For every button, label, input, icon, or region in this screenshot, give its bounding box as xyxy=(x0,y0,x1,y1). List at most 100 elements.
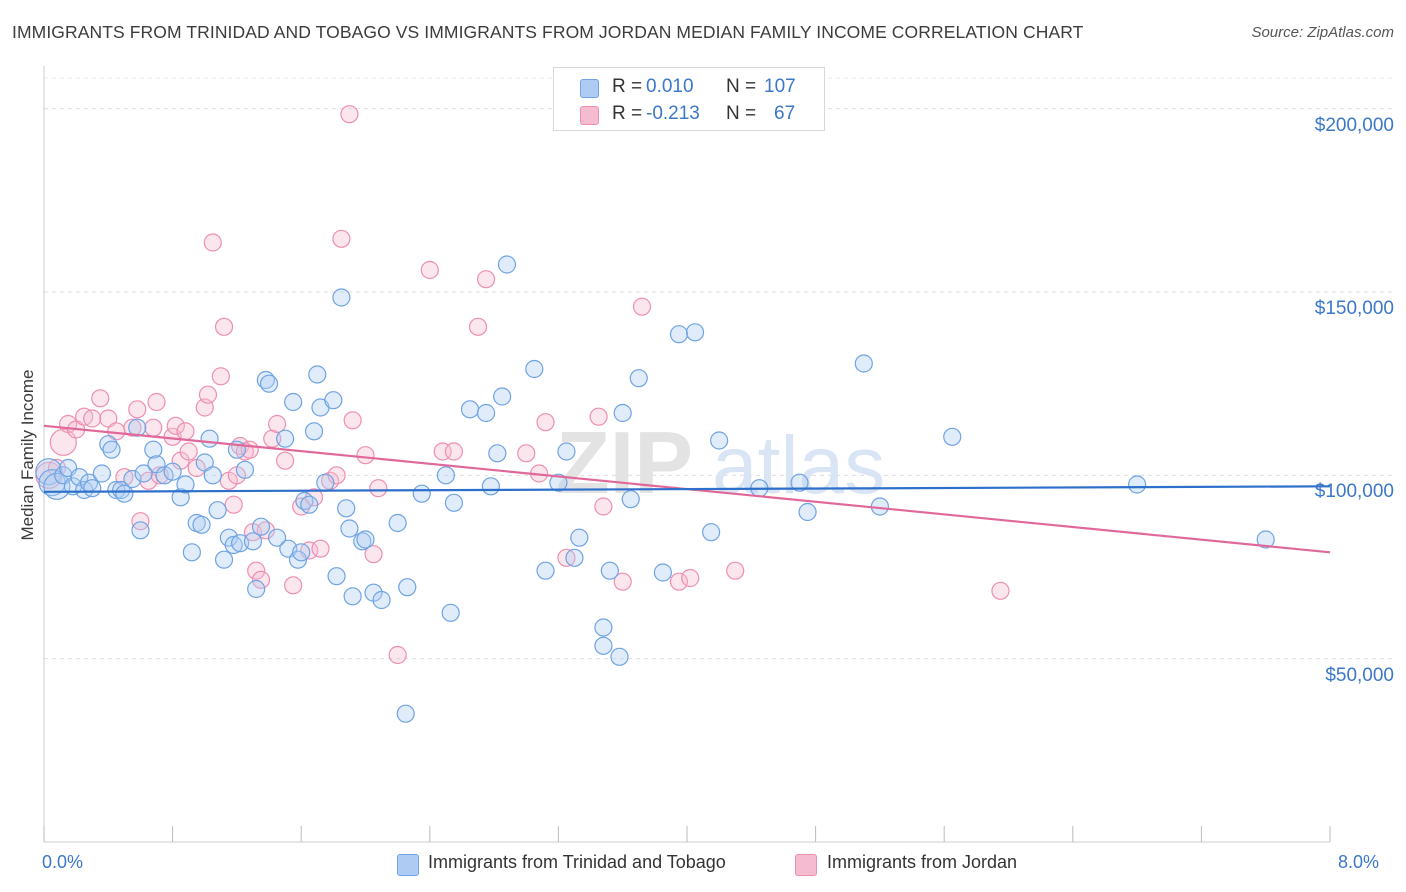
point-points-blue-25 xyxy=(176,475,195,494)
point-points-blue-33 xyxy=(214,550,234,569)
point-points-blue-18 xyxy=(131,521,150,540)
legend-n-label: N = xyxy=(726,76,757,97)
point-points-pink-66 xyxy=(594,497,613,516)
y-tick-label-3: $200,000 xyxy=(1314,114,1394,136)
point-points-blue-15 xyxy=(115,484,134,503)
point-points-blue-38 xyxy=(235,460,255,479)
point-points-blue-43 xyxy=(259,374,279,393)
point-points-blue-85 xyxy=(594,618,613,637)
point-points-blue-74 xyxy=(476,403,496,423)
point-points-blue-73 xyxy=(460,400,480,419)
point-points-blue-84 xyxy=(570,528,589,547)
point-points-blue-83 xyxy=(565,548,584,567)
bottom-legend-swatch-pink xyxy=(795,854,817,876)
y-tick-label-0: $50,000 xyxy=(1325,664,1394,686)
point-points-blue-63 xyxy=(356,530,375,549)
legend-n-value: 67 xyxy=(774,103,796,124)
point-points-blue-10 xyxy=(92,464,111,483)
point-points-blue-71 xyxy=(441,603,460,622)
point-points-blue-68 xyxy=(398,578,417,597)
point-points-pink-21 xyxy=(176,422,195,441)
point-points-blue-12 xyxy=(102,440,121,459)
point-points-pink-60 xyxy=(476,270,496,289)
point-points-blue-61 xyxy=(343,587,362,606)
x-tick-max: 8.0% xyxy=(1338,852,1380,872)
point-points-blue-44 xyxy=(267,528,287,547)
point-points-pink-27 xyxy=(211,367,230,386)
point-points-pink-48 xyxy=(327,466,346,485)
series-jordan-points xyxy=(35,105,1010,665)
point-points-pink-59 xyxy=(468,317,488,336)
point-points-blue-103 xyxy=(1127,475,1147,494)
point-points-blue-89 xyxy=(613,403,632,423)
watermark-zip: ZIP xyxy=(556,413,693,512)
point-points-pink-19 xyxy=(166,416,185,435)
watermark-atlas: atlas xyxy=(712,420,885,511)
point-points-pink-6 xyxy=(83,409,102,428)
point-points-pink-53 xyxy=(364,545,383,564)
point-points-pink-8 xyxy=(99,409,118,428)
point-points-pink-54 xyxy=(369,479,388,498)
point-points-blue-81 xyxy=(549,473,568,492)
legend-swatch-blue xyxy=(580,79,599,98)
point-points-blue-91 xyxy=(629,369,648,388)
point-points-blue-98 xyxy=(790,473,809,492)
bottom-legend-trinidad: Immigrants from Trinidad and Tobago xyxy=(428,852,726,872)
point-points-blue-92 xyxy=(653,563,672,582)
legend-n-label: N = xyxy=(726,103,757,124)
point-points-blue-90 xyxy=(621,490,640,509)
point-points-pink-63 xyxy=(536,413,555,432)
point-points-blue-56 xyxy=(324,391,343,410)
point-points-blue-26 xyxy=(182,543,201,562)
point-points-blue-47 xyxy=(284,392,303,412)
point-points-blue-69 xyxy=(412,484,431,503)
point-points-blue-40 xyxy=(247,579,266,599)
point-points-blue-94 xyxy=(685,323,705,342)
point-points-blue-11 xyxy=(99,435,118,454)
point-points-pink-41 xyxy=(276,451,295,470)
point-points-pink-16 xyxy=(147,392,166,412)
point-points-pink-40 xyxy=(267,414,287,434)
point-points-blue-87 xyxy=(600,561,619,580)
point-points-blue-100 xyxy=(854,354,873,373)
point-points-blue-76 xyxy=(488,444,507,463)
point-points-pink-25 xyxy=(198,385,218,404)
point-points-blue-41 xyxy=(251,517,271,536)
point-points-blue-17 xyxy=(128,418,147,437)
point-points-blue-55 xyxy=(316,473,335,492)
point-points-pink-69 xyxy=(669,572,689,591)
legend-r-value: -0.213 xyxy=(646,103,700,124)
point-points-pink-22 xyxy=(179,442,198,461)
point-points-blue-49 xyxy=(292,543,311,562)
point-points-pink-51 xyxy=(343,411,362,430)
point-points-blue-51 xyxy=(300,495,319,514)
point-points-pink-52 xyxy=(356,446,375,465)
point-points-blue-95 xyxy=(710,431,729,450)
point-points-blue-80 xyxy=(536,561,555,580)
point-points-blue-66 xyxy=(388,513,407,533)
point-points-pink-36 xyxy=(247,561,266,580)
point-points-pink-46 xyxy=(311,539,330,558)
point-points-pink-11 xyxy=(123,418,142,437)
point-points-blue-57 xyxy=(327,567,346,586)
point-points-blue-102 xyxy=(943,427,962,446)
x-tick-min: 0.0% xyxy=(42,852,84,872)
point-points-pink-50 xyxy=(340,105,359,124)
y-tick-label-2: $150,000 xyxy=(1314,298,1394,319)
point-points-pink-37 xyxy=(251,570,271,589)
point-points-blue-82 xyxy=(557,442,576,461)
point-points-blue-72 xyxy=(444,493,464,512)
point-points-blue-78 xyxy=(497,255,517,274)
point-points-blue-45 xyxy=(276,429,295,448)
point-points-pink-12 xyxy=(128,400,147,419)
point-points-blue-35 xyxy=(224,535,243,555)
legend-row-jordan: R = -0.213 N = 67 xyxy=(554,101,824,129)
point-points-blue-31 xyxy=(203,466,222,485)
point-points-blue-39 xyxy=(243,532,263,551)
point-points-blue-23 xyxy=(163,462,182,481)
stats-legend: R = 0.010 N = 107 R = -0.213 N = 67 xyxy=(553,67,825,131)
point-points-blue-70 xyxy=(436,466,455,485)
chart-title: IMMIGRANTS FROM TRINIDAD AND TOBAGO VS I… xyxy=(12,22,1084,42)
point-points-blue-75 xyxy=(481,477,500,496)
